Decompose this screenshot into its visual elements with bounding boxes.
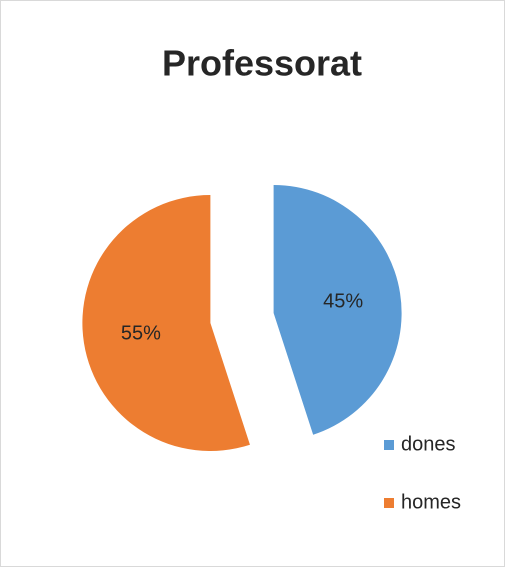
legend-swatch — [384, 440, 394, 450]
legend-label: dones — [401, 433, 456, 455]
data-label: 45% — [323, 290, 363, 312]
legend-label: homes — [401, 491, 461, 513]
pie-slice — [82, 195, 250, 452]
chart-title: Professorat — [162, 43, 362, 84]
pie-slice — [273, 184, 402, 435]
legend-swatch — [384, 498, 394, 508]
data-label: 55% — [121, 322, 161, 344]
